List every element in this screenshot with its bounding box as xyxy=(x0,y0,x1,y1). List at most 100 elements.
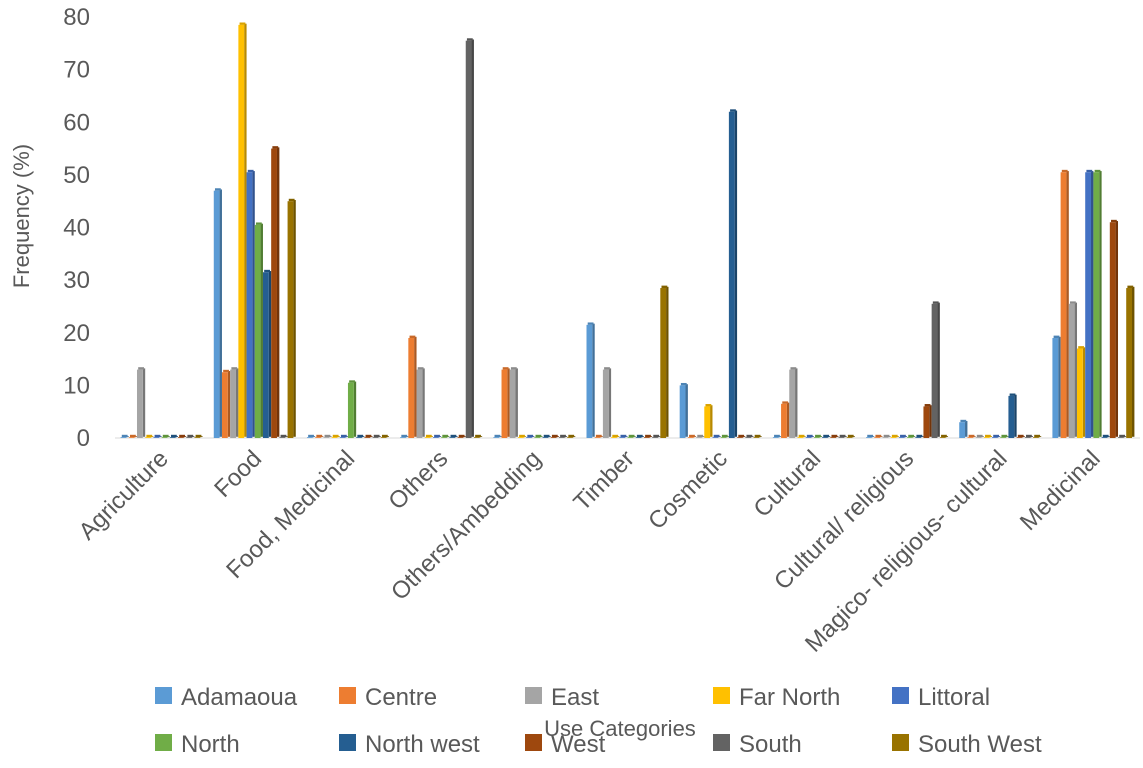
bar-top xyxy=(308,434,314,438)
bar-front xyxy=(400,437,406,438)
bar-side xyxy=(649,436,653,437)
bar-front xyxy=(558,437,565,438)
bar-top xyxy=(316,434,323,438)
bar-front xyxy=(1016,437,1023,438)
legend-swatch xyxy=(339,734,356,751)
bar xyxy=(323,434,332,438)
legend-label: South West xyxy=(918,731,1042,758)
y-tick-label: 80 xyxy=(63,4,90,31)
bar-top xyxy=(458,434,465,438)
bar xyxy=(347,380,357,438)
bar-top xyxy=(976,434,983,438)
legend-item: West xyxy=(525,731,606,758)
bar xyxy=(602,367,612,438)
bar-front xyxy=(416,369,423,438)
bar-front xyxy=(509,369,516,438)
bar-front xyxy=(789,369,796,438)
bar-side xyxy=(515,368,518,437)
bar xyxy=(619,434,628,438)
bar xyxy=(983,434,993,438)
bar-top xyxy=(349,380,355,383)
bar xyxy=(254,222,263,438)
legend-label: Adamaoua xyxy=(181,684,298,711)
bar xyxy=(128,434,137,438)
bar-top xyxy=(450,434,457,438)
bar-front xyxy=(619,437,626,438)
bar-front xyxy=(1033,437,1039,438)
bar xyxy=(923,404,932,438)
y-tick-label: 60 xyxy=(63,109,90,136)
bar-front xyxy=(830,437,837,438)
bar-front xyxy=(424,437,431,438)
bar xyxy=(898,434,908,438)
bar xyxy=(635,434,644,438)
bar xyxy=(611,434,620,438)
bar xyxy=(627,434,636,438)
legend-label: Far North xyxy=(739,684,840,711)
bar-top xyxy=(774,434,780,438)
bar-top xyxy=(730,109,736,112)
bar-side xyxy=(1030,436,1034,437)
bar-top xyxy=(1102,434,1109,438)
bar xyxy=(400,434,409,438)
bar xyxy=(959,419,968,438)
bar-front xyxy=(687,437,694,438)
bar-top xyxy=(636,434,643,438)
legend-swatch xyxy=(525,687,542,704)
y-tick-label: 30 xyxy=(63,267,90,294)
bar xyxy=(1052,335,1061,438)
bar-front xyxy=(983,437,990,438)
bar-front xyxy=(128,437,135,438)
bar-top xyxy=(121,434,128,438)
bar-front xyxy=(915,437,922,438)
bar-side xyxy=(827,436,831,437)
y-tick-label: 10 xyxy=(63,372,90,399)
bar-top xyxy=(628,434,635,438)
legend-swatch xyxy=(339,687,356,704)
bar xyxy=(696,434,705,438)
bar-front xyxy=(372,437,379,438)
bar xyxy=(789,367,798,438)
bar-front xyxy=(526,437,532,438)
bar xyxy=(687,434,697,438)
bar xyxy=(846,434,855,438)
bar-side xyxy=(751,436,754,437)
bar xyxy=(712,434,721,438)
bar xyxy=(424,434,433,438)
bar xyxy=(526,434,535,438)
bar-top xyxy=(239,22,246,25)
bar-top xyxy=(1061,169,1068,173)
bar-top xyxy=(790,367,797,370)
legend-swatch xyxy=(892,734,909,751)
bar-side xyxy=(337,436,340,437)
bar-front xyxy=(1109,222,1116,438)
bar-front xyxy=(465,40,472,439)
bar xyxy=(1126,285,1135,438)
bar-side xyxy=(219,189,222,437)
bar xyxy=(586,322,595,438)
bar-side xyxy=(1091,171,1094,437)
bar-top xyxy=(875,434,882,438)
bar xyxy=(441,434,450,438)
bar-top xyxy=(1026,434,1032,438)
bar-top xyxy=(543,434,550,438)
bar-front xyxy=(449,437,456,438)
bar-front xyxy=(473,437,480,438)
bar-side xyxy=(227,371,231,437)
bar xyxy=(287,198,296,438)
category-label: Medicinal xyxy=(1015,445,1106,536)
bar-top xyxy=(1070,301,1076,304)
bar xyxy=(230,367,239,438)
bar xyxy=(509,367,518,438)
bar xyxy=(1109,219,1119,438)
bar-side xyxy=(616,436,620,437)
legend-swatch xyxy=(713,734,730,751)
bar-top xyxy=(365,434,372,438)
bar-top xyxy=(1078,346,1085,349)
bar xyxy=(679,382,688,438)
bar xyxy=(186,434,195,438)
bar-side xyxy=(786,402,790,437)
legend-label: West xyxy=(551,731,606,758)
bar-side xyxy=(523,436,527,437)
bar-front xyxy=(1126,288,1133,438)
